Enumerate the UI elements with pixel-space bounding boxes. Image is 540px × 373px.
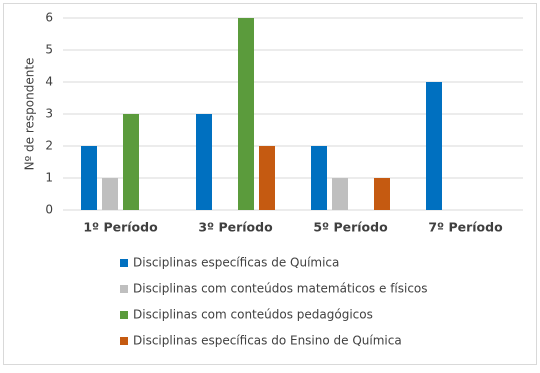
bar bbox=[123, 114, 139, 210]
x-tick-label: 5º Período bbox=[313, 220, 388, 235]
y-tick-label: 1 bbox=[45, 171, 53, 185]
legend-label: Disciplinas específicas do Ensino de Quí… bbox=[133, 334, 402, 348]
bar bbox=[238, 18, 254, 210]
x-tick-label: 7º Período bbox=[428, 220, 503, 235]
bar bbox=[332, 178, 348, 210]
bar bbox=[196, 114, 212, 210]
y-tick-label: 5 bbox=[45, 43, 53, 57]
y-tick-label: 2 bbox=[45, 139, 53, 153]
y-axis-label: Nº de respondente bbox=[23, 58, 37, 171]
legend-label: Disciplinas com conteúdos matemáticos e … bbox=[133, 282, 428, 296]
y-tick-label: 4 bbox=[45, 75, 53, 89]
bar bbox=[374, 178, 390, 210]
y-tick-label: 6 bbox=[45, 11, 53, 25]
legend-swatch bbox=[120, 337, 128, 345]
y-tick-label: 0 bbox=[45, 203, 53, 217]
bar bbox=[311, 146, 327, 210]
legend-swatch bbox=[120, 285, 128, 293]
y-tick-label: 3 bbox=[45, 107, 53, 121]
legend-label: Disciplinas específicas de Química bbox=[133, 256, 339, 270]
bar bbox=[81, 146, 97, 210]
x-tick-label: 1º Período bbox=[83, 220, 158, 235]
x-tick-label: 3º Período bbox=[198, 220, 273, 235]
bar bbox=[426, 82, 442, 210]
bar bbox=[102, 178, 118, 210]
bar bbox=[259, 146, 275, 210]
legend-swatch bbox=[120, 259, 128, 267]
legend-swatch bbox=[120, 311, 128, 319]
legend-label: Disciplinas com conteúdos pedagógicos bbox=[133, 308, 373, 322]
